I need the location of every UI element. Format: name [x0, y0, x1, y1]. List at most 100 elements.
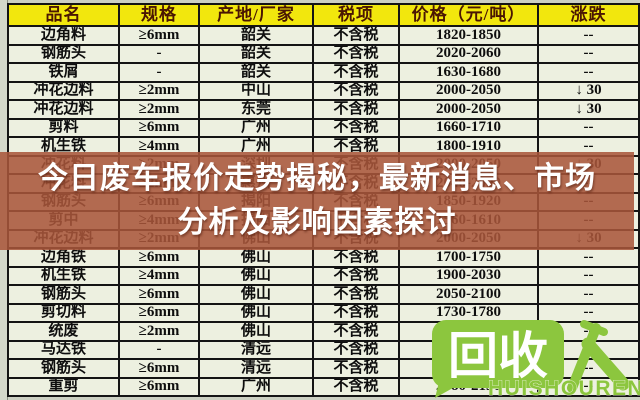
headline-banner: 今日废车报价走势揭秘，最新消息、市场 分析及影响因素探讨 — [0, 152, 634, 250]
header-row: 品名 规格 产地/厂家 税项 价格（元/吨） 涨跌 — [7, 3, 640, 27]
table-row: 边角料 ≥6mm 韶关 不含税 1820-1850 -- — [7, 25, 640, 46]
table-row: 钢筋头 - 韶关 不含税 2020-2060 -- — [7, 43, 640, 64]
table-row: 冲花边料 ≥2mm 东莞 不含税 2000-2050 ↓ 30 — [7, 99, 640, 120]
table-row: 钢筋头 ≥6mm 佛山 不含税 2050-2100 -- — [7, 284, 640, 305]
table-cell: 钢筋头 — [7, 358, 120, 379]
table-cell: ≥6mm — [118, 25, 200, 46]
table-cell: - — [118, 62, 200, 83]
table-cell: 清远 — [198, 339, 314, 360]
table-cell: 不含税 — [312, 43, 400, 64]
table-cell: ≥6mm — [118, 247, 200, 268]
table-cell: 重剪 — [7, 376, 120, 397]
table-cell: ≥6mm — [118, 376, 200, 397]
table-cell: 1900-2030 — [398, 265, 539, 286]
table-cell: 钢筋头 — [7, 43, 120, 64]
recycle-bubble-text: 回收 — [448, 328, 548, 384]
table-cell: 剪切料 — [7, 302, 120, 323]
table-cell: 不含税 — [312, 99, 400, 120]
table-cell: ≥4mm — [118, 136, 200, 157]
table-row: 重剪≥6mm广州不含税2080-2130-- — [7, 376, 640, 397]
table-cell: ≥6mm — [118, 117, 200, 138]
speech-bubble: 回收 — [432, 320, 564, 398]
table-row: 机生铁 ≥4mm 广州 不含税 1800-1910 -- — [7, 136, 640, 157]
table-cell: 1630-1680 — [398, 62, 539, 83]
table-cell: 佛山 — [198, 284, 314, 305]
table-cell: 不含税 — [312, 247, 400, 268]
table-cell: 1820-1850 — [398, 25, 539, 46]
table-row: 边角铁 ≥6mm 佛山 不含税 1700-1750 -- — [7, 247, 640, 268]
table-cell: 铁屑 — [7, 62, 120, 83]
table-cell: 不含税 — [312, 376, 400, 397]
table-cell: 1660-1710 — [398, 117, 539, 138]
column-header: 产地/厂家 — [198, 3, 314, 27]
table-cell: 统废 — [7, 321, 120, 342]
table-cell: -- — [537, 43, 640, 64]
table-cell: 2000-2050 — [398, 80, 539, 101]
table-cell: ≥6mm — [118, 302, 200, 323]
table-cell: -- — [537, 302, 640, 323]
table-cell: 清远 — [198, 358, 314, 379]
table-cell: ≥6mm — [118, 358, 200, 379]
headline-line-1: 今日废车报价走势揭秘，最新消息、市场 — [38, 162, 596, 195]
table-cell: 边角料 — [7, 25, 120, 46]
table-cell: -- — [537, 265, 640, 286]
column-header: 税项 — [312, 3, 400, 27]
table-cell: ≥2mm — [118, 99, 200, 120]
table-cell: 不含税 — [312, 321, 400, 342]
table-cell: -- — [537, 117, 640, 138]
table-cell: 东莞 — [198, 99, 314, 120]
table-cell: 机生铁 — [7, 265, 120, 286]
column-header: 品名 — [7, 3, 120, 27]
table-cell: 广州 — [198, 117, 314, 138]
logo-caption: HUISHOUREN — [488, 377, 640, 400]
table-cell: 韶关 — [198, 25, 314, 46]
table-cell: ≥6mm — [118, 284, 200, 305]
table-cell: -- — [537, 62, 640, 83]
table-cell: ≥2mm — [118, 80, 200, 101]
headline-line-2: 分析及影响因素探讨 — [177, 206, 457, 239]
column-header: 规格 — [118, 3, 200, 27]
table-cell: 广州 — [198, 376, 314, 397]
table-cell: -- — [537, 247, 640, 268]
recycle-logo: 回收 HUISHOUREN — [432, 320, 640, 400]
table-cell: -- — [537, 25, 640, 46]
table-row: 铁屑 - 韶关 不含税 1630-1680 -- — [7, 62, 640, 83]
table-row: 冲花边料 ≥2mm 中山 不含税 2000-2050 ↓ 30 — [7, 80, 640, 101]
table-cell: 2000-2050 — [398, 99, 539, 120]
table-cell: 冲花边料 — [7, 99, 120, 120]
table-cell: 不含税 — [312, 358, 400, 379]
column-header: 价格（元/吨） — [398, 3, 539, 27]
table-cell: 佛山 — [198, 321, 314, 342]
table-cell: 不含税 — [312, 80, 400, 101]
table-cell: 韶关 — [198, 43, 314, 64]
table-cell: 马达铁 — [7, 339, 120, 360]
table-cell: 中山 — [198, 80, 314, 101]
table-cell: 不含税 — [312, 339, 400, 360]
table-cell: 不含税 — [312, 62, 400, 83]
table-cell: ≥2mm — [118, 321, 200, 342]
table-cell: -- — [537, 284, 640, 305]
table-row: 剪料 ≥6mm 广州 不含税 1660-1710 -- — [7, 117, 640, 138]
person-glyph-icon — [567, 320, 630, 393]
table-row: 机生铁 ≥4mm 佛山 不含税 1900-2030 -- — [7, 265, 640, 286]
table-cell: 剪料 — [7, 117, 120, 138]
table-cell: 冲花边料 — [7, 80, 120, 101]
table-cell: ≥4mm — [118, 265, 200, 286]
table-cell: - — [118, 43, 200, 64]
table-cell: 韶关 — [198, 62, 314, 83]
table-cell: 不含税 — [312, 265, 400, 286]
table-cell: ↓ 30 — [537, 99, 640, 120]
table-cell: 2020-2060 — [398, 43, 539, 64]
table-cell: 不含税 — [312, 117, 400, 138]
table-cell: 边角铁 — [7, 247, 120, 268]
table-cell: 不含税 — [312, 284, 400, 305]
table-cell: - — [118, 339, 200, 360]
table-cell: 佛山 — [198, 247, 314, 268]
table-cell: 1700-1750 — [398, 247, 539, 268]
column-header: 涨跌 — [537, 3, 640, 27]
table-cell: 佛山 — [198, 265, 314, 286]
table-cell: 钢筋头 — [7, 284, 120, 305]
table-cell: 不含税 — [312, 25, 400, 46]
table-cell: 不含税 — [312, 302, 400, 323]
